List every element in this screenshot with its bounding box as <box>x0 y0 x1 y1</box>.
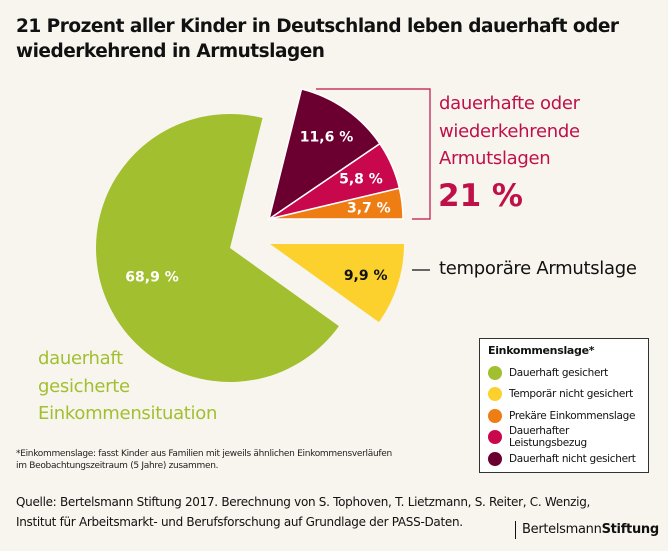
legend-item: Dauerhaft gesichert <box>488 362 640 384</box>
slice-label: 3,7 % <box>347 200 391 216</box>
bracket-line <box>316 88 431 220</box>
pie-slice-1 <box>96 113 339 382</box>
poverty-total: 21 % <box>438 178 523 214</box>
legend-title: Einkommenslage* <box>488 344 595 357</box>
slice-label: 5,8 % <box>339 172 383 188</box>
chart-title: 21 Prozent aller Kinder in Deutschland l… <box>16 16 619 62</box>
legend-item: Prekäre Einkommenslage <box>488 405 640 427</box>
slice-label: 68,9 % <box>125 270 178 286</box>
legend-swatch <box>488 430 502 445</box>
slice-label: 11,6 % <box>300 130 353 146</box>
footnote: *Einkommenslage: fasst Kinder aus Famili… <box>16 449 392 471</box>
legend-item: Dauerhaft nicht gesichert <box>488 448 640 470</box>
legend-item: Temporär nicht gesichert <box>488 384 640 406</box>
legend-label: Prekäre Einkommenslage <box>509 409 636 422</box>
slice-label: 9,9 % <box>344 268 388 284</box>
legend-label: Dauerhaft nicht gesichert <box>509 452 636 465</box>
legend: Einkommenslage* Dauerhaft gesichert Tempo… <box>479 338 649 473</box>
bertelsmann-logo: BertelsmannStiftung <box>515 521 659 539</box>
legend-label: Dauerhafter Leistungsbezug <box>509 425 587 450</box>
legend-swatch <box>488 365 502 380</box>
temporary-annotation: temporäre Armutslage <box>439 258 637 279</box>
pie-slice-2 <box>270 244 404 323</box>
poverty-annotation: dauerhafte oder wiederkehrende Armutslag… <box>439 93 580 169</box>
legend-swatch <box>488 408 502 423</box>
legend-item: Dauerhafter Leistungsbezug <box>488 425 640 450</box>
legend-swatch <box>488 387 502 402</box>
legend-label: Dauerhaft gesichert <box>509 366 608 379</box>
pie-slice-5 <box>267 88 381 221</box>
legend-swatch <box>488 451 502 466</box>
legend-label: Temporär nicht gesichert <box>509 388 633 401</box>
source: Quelle: Bertelsmann Stiftung 2017. Berec… <box>16 495 591 529</box>
secure-annotation: dauerhaft gesicherte Einkommensituation <box>38 348 218 424</box>
